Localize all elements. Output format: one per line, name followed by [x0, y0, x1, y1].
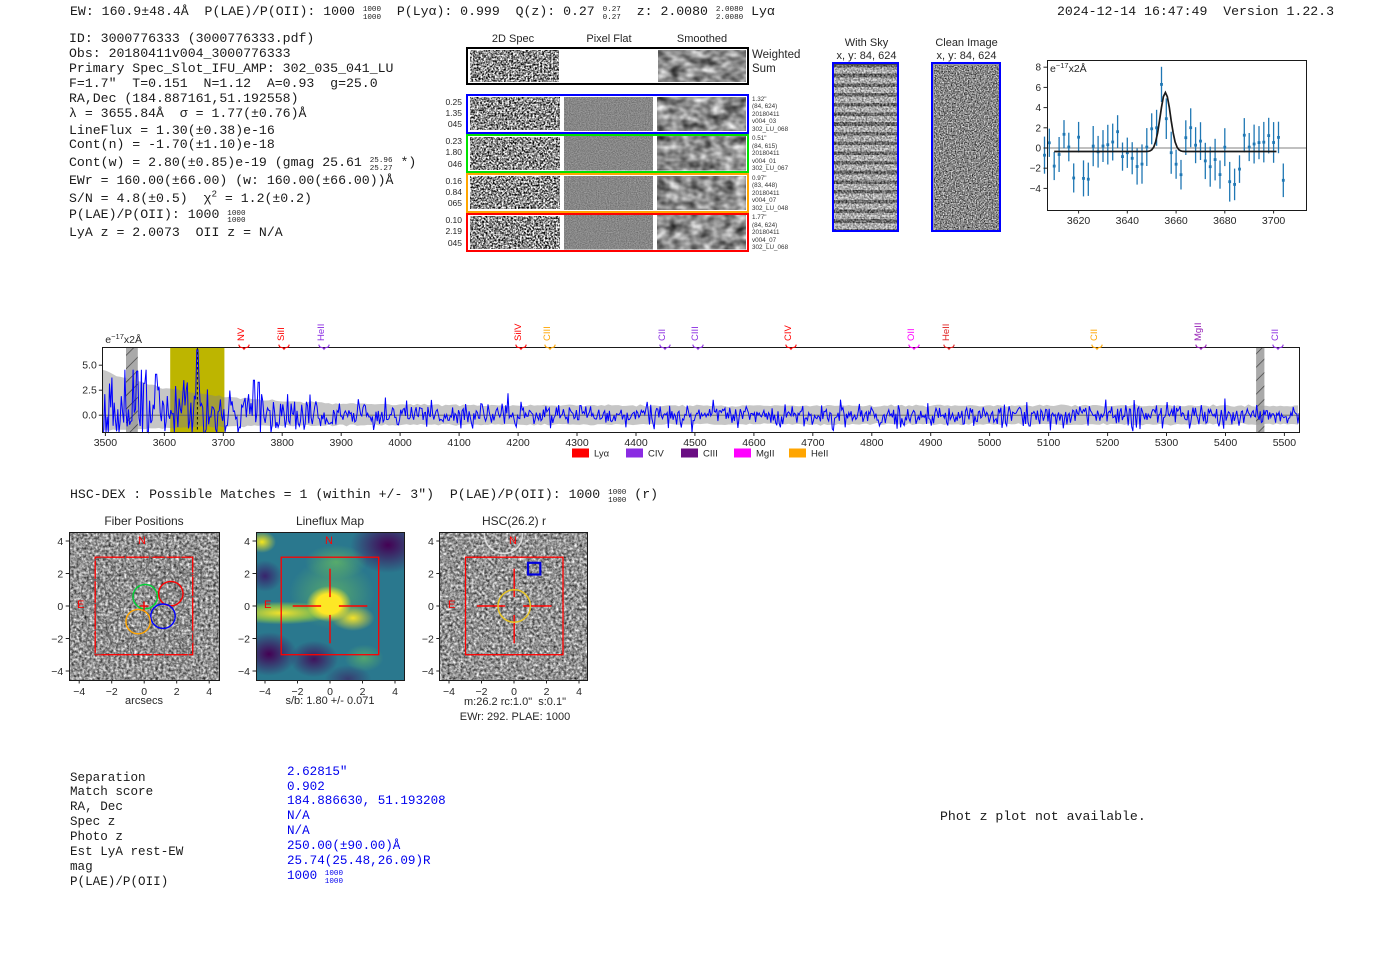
- svg-text:CIV: CIV: [783, 325, 794, 342]
- svg-text:−4: −4: [238, 666, 250, 678]
- svg-text:2: 2: [360, 686, 366, 698]
- svg-text:6: 6: [1035, 83, 1041, 94]
- svg-text:4900: 4900: [919, 437, 943, 449]
- svg-text:4700: 4700: [801, 437, 825, 449]
- svg-text:3700: 3700: [1262, 215, 1286, 227]
- svg-text:SiII: SiII: [276, 327, 287, 341]
- svg-text:4: 4: [392, 686, 398, 698]
- svg-text:HeII: HeII: [811, 449, 828, 460]
- svg-text:4: 4: [576, 686, 582, 698]
- svg-text:−4: −4: [73, 686, 85, 698]
- svg-text:2: 2: [428, 569, 434, 581]
- svg-text:4800: 4800: [860, 437, 884, 449]
- svg-text:−2: −2: [422, 634, 434, 646]
- svg-text:4600: 4600: [742, 437, 766, 449]
- svg-text:CII: CII: [1270, 329, 1281, 341]
- svg-text:−2: −2: [1030, 164, 1042, 175]
- svg-text:−4: −4: [1030, 184, 1042, 195]
- svg-text:4100: 4100: [447, 437, 471, 449]
- svg-text:e−17x2Å: e−17x2Å: [1050, 61, 1087, 75]
- svg-text:5.0: 5.0: [82, 360, 97, 372]
- svg-text:OII: OII: [906, 328, 917, 341]
- svg-text:3500: 3500: [94, 437, 118, 449]
- svg-text:0: 0: [327, 686, 333, 698]
- svg-text:2: 2: [544, 686, 550, 698]
- svg-text:3620: 3620: [1067, 215, 1091, 227]
- svg-text:−2: −2: [106, 686, 118, 698]
- svg-text:CIII: CIII: [542, 326, 553, 341]
- svg-text:4400: 4400: [624, 437, 648, 449]
- svg-text:4: 4: [57, 536, 63, 548]
- svg-text:4200: 4200: [506, 437, 530, 449]
- svg-text:2: 2: [244, 569, 250, 581]
- svg-text:SiIV: SiIV: [513, 323, 524, 341]
- svg-text:CIV: CIV: [648, 449, 665, 460]
- svg-text:−2: −2: [238, 634, 250, 646]
- svg-text:−4: −4: [51, 666, 63, 678]
- svg-text:5200: 5200: [1096, 437, 1120, 449]
- svg-text:3660: 3660: [1164, 215, 1188, 227]
- svg-text:8: 8: [1035, 63, 1041, 74]
- svg-text:4: 4: [1035, 103, 1041, 114]
- svg-text:3800: 3800: [271, 437, 295, 449]
- svg-text:NV: NV: [236, 327, 247, 341]
- svg-text:0: 0: [1035, 144, 1041, 155]
- svg-text:3900: 3900: [330, 437, 354, 449]
- svg-text:−4: −4: [422, 666, 434, 678]
- svg-text:2: 2: [1035, 123, 1041, 134]
- svg-text:4000: 4000: [388, 437, 412, 449]
- svg-text:5400: 5400: [1214, 437, 1238, 449]
- svg-text:4: 4: [206, 686, 212, 698]
- svg-text:0: 0: [511, 686, 517, 698]
- svg-text:−2: −2: [476, 686, 488, 698]
- svg-text:5100: 5100: [1037, 437, 1061, 449]
- svg-text:2: 2: [57, 569, 63, 581]
- svg-text:4: 4: [244, 536, 250, 548]
- svg-text:5000: 5000: [978, 437, 1002, 449]
- svg-text:0: 0: [244, 601, 250, 613]
- svg-text:e−17x2Å: e−17x2Å: [105, 332, 142, 346]
- svg-text:CII: CII: [657, 329, 668, 341]
- svg-text:−4: −4: [259, 686, 271, 698]
- svg-text:CIII: CIII: [690, 326, 701, 341]
- svg-text:2.5: 2.5: [82, 385, 97, 397]
- svg-text:0.0: 0.0: [82, 410, 97, 422]
- svg-text:3680: 3680: [1213, 215, 1237, 227]
- svg-text:MgII: MgII: [756, 449, 774, 460]
- svg-text:HeII: HeII: [941, 324, 952, 341]
- svg-text:4: 4: [428, 536, 434, 548]
- svg-text:0: 0: [57, 601, 63, 613]
- svg-text:3640: 3640: [1116, 215, 1140, 227]
- svg-text:5300: 5300: [1155, 437, 1179, 449]
- svg-text:HeII: HeII: [316, 324, 327, 341]
- svg-text:4500: 4500: [683, 437, 707, 449]
- svg-text:−2: −2: [51, 634, 63, 646]
- svg-text:3600: 3600: [153, 437, 177, 449]
- svg-text:5500: 5500: [1273, 437, 1297, 449]
- svg-text:−2: −2: [292, 686, 304, 698]
- svg-text:Lyα: Lyα: [594, 449, 610, 460]
- svg-text:2: 2: [174, 686, 180, 698]
- svg-text:MgII: MgII: [1193, 323, 1204, 341]
- svg-text:−4: −4: [443, 686, 455, 698]
- svg-text:4300: 4300: [565, 437, 589, 449]
- svg-text:CII: CII: [1089, 329, 1100, 341]
- svg-text:CIII: CIII: [703, 449, 718, 460]
- svg-text:0: 0: [428, 601, 434, 613]
- svg-text:3700: 3700: [212, 437, 236, 449]
- svg-text:0: 0: [141, 686, 147, 698]
